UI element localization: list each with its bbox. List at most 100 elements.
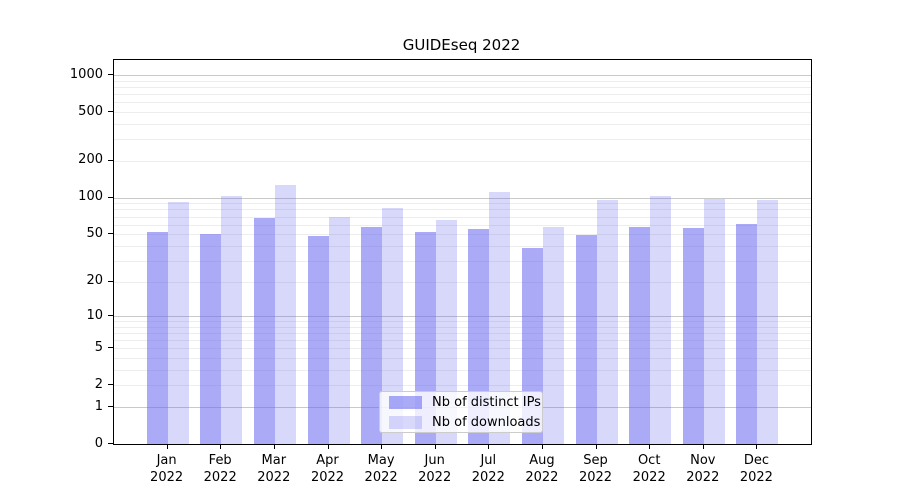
plot-area: Nb of distinct IPs Nb of downloads [113, 59, 812, 445]
bar-nov-distinct-ips [682, 228, 704, 444]
y-tick-label-500: 500 [78, 103, 103, 119]
bar-jun-downloads [435, 220, 457, 444]
bar-dec-downloads [757, 200, 779, 444]
bar-oct-distinct-ips [629, 227, 651, 444]
bar-apr-distinct-ips [307, 236, 329, 444]
legend-item-distinct-ips: Nb of distinct IPs [389, 395, 542, 410]
y-tick-mark-200 [108, 159, 113, 161]
bar-jul-downloads [489, 191, 511, 444]
y-tick-label-10: 10 [86, 307, 103, 323]
gridline-500 [114, 112, 811, 114]
gridline-60 [114, 224, 811, 226]
y-tick-mark-10 [108, 315, 113, 316]
gridline-700 [114, 94, 811, 96]
x-tick-label-nov: Nov 2022 [686, 453, 720, 485]
gridline-80 [114, 209, 811, 211]
y-tick-label-200: 200 [78, 152, 103, 168]
x-tick-mark-feb [220, 444, 222, 449]
bar-sep-downloads [596, 199, 618, 444]
bar-nov-downloads [703, 198, 725, 444]
gridline-200 [114, 160, 811, 162]
gridline-2 [114, 385, 811, 387]
y-tick-mark-5 [108, 347, 113, 349]
y-tick-label-5: 5 [94, 339, 103, 355]
x-tick-label-aug: Aug 2022 [525, 453, 559, 485]
y-tick-label-1: 1 [94, 398, 103, 414]
x-tick-label-mar: Mar 2022 [257, 453, 291, 485]
x-tick-mark-mar [273, 444, 275, 449]
y-tick-mark-0 [108, 443, 113, 444]
y-tick-mark-2 [108, 384, 113, 386]
gridline-40 [114, 245, 811, 247]
y-tick-mark-100 [108, 196, 113, 198]
y-tick-label-2: 2 [94, 376, 103, 392]
x-tick-label-feb: Feb 2022 [203, 453, 237, 485]
legend-label-downloads: Nb of downloads [432, 414, 541, 430]
gridline-4 [114, 358, 811, 360]
x-tick-label-may: May 2022 [364, 453, 398, 485]
gridline-70 [114, 216, 811, 218]
legend-swatch-distinct-ips [389, 395, 422, 409]
gridline-400 [114, 124, 811, 125]
bar-jan-downloads [167, 201, 189, 444]
gridline-10 [114, 316, 811, 317]
bar-mar-downloads [274, 185, 296, 444]
legend: Nb of distinct IPs Nb of downloads [379, 391, 543, 433]
y-tick-label-20: 20 [86, 273, 103, 288]
gridline-8 [114, 326, 811, 328]
bar-sep-distinct-ips [575, 235, 597, 444]
y-tick-label-100: 100 [78, 189, 103, 205]
gridline-600 [114, 102, 811, 104]
y-tick-mark-50 [108, 233, 113, 235]
gridline-6 [114, 340, 811, 342]
gridline-1000 [114, 75, 811, 77]
x-tick-mark-oct [649, 444, 651, 449]
x-tick-mark-aug [541, 444, 543, 449]
gridline-7 [114, 333, 811, 334]
bar-may-distinct-ips [361, 227, 383, 444]
x-tick-mark-jan [166, 444, 168, 449]
bar-mar-distinct-ips [253, 218, 275, 444]
gridline-50 [114, 234, 811, 236]
y-tick-mark-500 [108, 111, 113, 113]
legend-item-downloads: Nb of downloads [389, 415, 542, 430]
legend-swatch-downloads [389, 415, 422, 429]
x-tick-label-sep: Sep 2022 [578, 453, 613, 485]
x-tick-mark-dec [756, 444, 758, 449]
bar-feb-downloads [221, 196, 243, 444]
bar-may-downloads [382, 208, 404, 444]
gridline-30 [114, 260, 811, 262]
y-tick-mark-20 [108, 280, 113, 282]
gridline-100 [114, 197, 811, 199]
legend-label-distinct-ips: Nb of distinct IPs [432, 394, 541, 410]
x-tick-mark-jul [488, 444, 490, 449]
x-tick-label-jun: Jun 2022 [418, 453, 452, 485]
gridline-3 [114, 370, 811, 371]
x-tick-label-jul: Jul 2022 [471, 453, 505, 485]
y-tick-label-1000: 1000 [69, 66, 103, 82]
bar-jul-distinct-ips [468, 229, 490, 444]
bar-feb-distinct-ips [200, 234, 222, 444]
x-tick-label-dec: Dec 2022 [739, 453, 773, 485]
bar-apr-downloads [328, 216, 350, 444]
y-tick-label-50: 50 [86, 225, 103, 241]
y-tick-mark-1 [108, 406, 113, 407]
gridline-900 [114, 80, 811, 82]
gridline-20 [114, 281, 811, 283]
gridline-90 [114, 203, 811, 205]
x-tick-label-oct: Oct 2022 [632, 453, 666, 485]
gridline-5 [114, 348, 811, 350]
x-tick-label-jan: Jan 2022 [150, 453, 184, 485]
x-tick-mark-nov [702, 444, 704, 449]
x-tick-mark-sep [595, 444, 597, 449]
bar-dec-distinct-ips [736, 223, 758, 444]
x-tick-label-apr: Apr 2022 [310, 453, 345, 485]
x-tick-mark-jun [434, 444, 436, 449]
y-tick-label-0: 0 [94, 435, 103, 451]
bar-aug-downloads [542, 227, 564, 444]
gridline-300 [114, 139, 811, 141]
chart-title: GUIDEseq 2022 [402, 36, 521, 54]
x-tick-mark-may [381, 444, 383, 449]
gridline-9 [114, 321, 811, 323]
